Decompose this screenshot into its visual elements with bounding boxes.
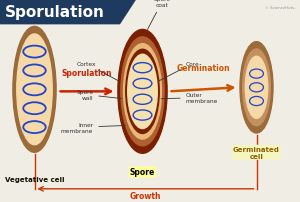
- Ellipse shape: [124, 44, 161, 139]
- Text: Sporulation: Sporulation: [62, 68, 112, 77]
- Text: Growth: Growth: [130, 191, 161, 200]
- Ellipse shape: [126, 50, 159, 134]
- Ellipse shape: [243, 50, 270, 126]
- Text: Vegetative cell: Vegetative cell: [5, 176, 64, 182]
- Text: Inner
membrane: Inner membrane: [61, 122, 125, 133]
- Ellipse shape: [240, 42, 273, 133]
- Text: Sporulation: Sporulation: [4, 5, 104, 20]
- Ellipse shape: [121, 38, 164, 146]
- Ellipse shape: [17, 35, 52, 145]
- Text: Germination: Germination: [177, 63, 230, 72]
- Text: Spore: Spore: [130, 168, 155, 177]
- Text: Cortex: Cortex: [76, 62, 118, 81]
- Ellipse shape: [13, 27, 56, 153]
- Ellipse shape: [245, 57, 268, 119]
- Text: © ScienceHuts..: © ScienceHuts..: [266, 6, 297, 10]
- Text: Core: Core: [159, 62, 199, 81]
- Polygon shape: [0, 0, 136, 25]
- Text: Spore
coat: Spore coat: [148, 0, 171, 30]
- Text: Spore
wall: Spore wall: [76, 90, 121, 100]
- Ellipse shape: [128, 55, 157, 129]
- Text: Germinated
cell: Germinated cell: [233, 146, 280, 159]
- Ellipse shape: [118, 30, 167, 154]
- Text: Outer
membrane: Outer membrane: [161, 93, 218, 103]
